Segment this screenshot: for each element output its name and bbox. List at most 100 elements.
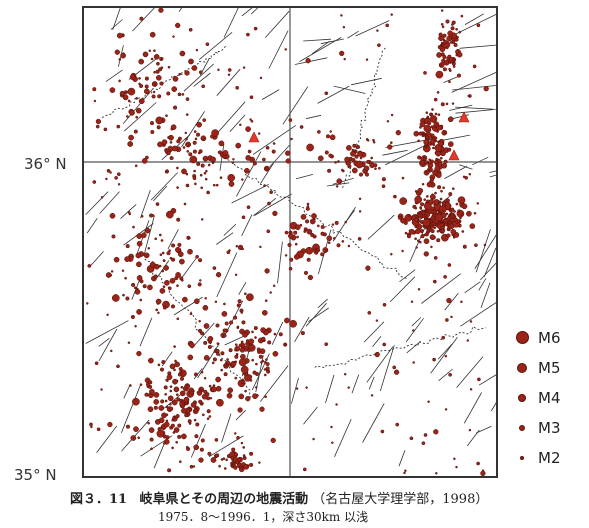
earthquake-epicenter bbox=[185, 113, 189, 116]
earthquake-epicenter bbox=[189, 390, 194, 395]
earthquake-epicenter bbox=[423, 238, 430, 245]
earthquake-epicenter bbox=[327, 241, 331, 245]
fault-segment bbox=[437, 343, 453, 360]
earthquake-epicenter bbox=[203, 340, 208, 345]
earthquake-epicenter bbox=[354, 154, 359, 159]
earthquake-epicenter bbox=[122, 293, 125, 297]
earthquake-epicenter bbox=[172, 378, 178, 385]
earthquake-epicenter bbox=[227, 387, 234, 394]
earthquake-epicenter bbox=[373, 163, 378, 168]
earthquake-epicenter bbox=[164, 279, 170, 286]
fault-segment bbox=[398, 450, 406, 467]
earthquake-epicenter bbox=[428, 225, 432, 229]
earthquake-epicenter bbox=[155, 202, 160, 206]
earthquake-epicenter bbox=[364, 172, 370, 177]
earthquake-epicenter bbox=[447, 263, 452, 267]
earthquake-epicenter bbox=[427, 400, 430, 403]
earthquake-epicenter bbox=[429, 115, 438, 123]
earthquake-epicenter bbox=[156, 125, 161, 130]
earthquake-epicenter bbox=[448, 192, 453, 197]
legend-label-m2: M2 bbox=[538, 449, 561, 467]
earthquake-epicenter bbox=[229, 451, 235, 458]
earthquake-epicenter bbox=[201, 413, 205, 417]
earthquake-epicenter bbox=[176, 284, 179, 288]
earthquake-epicenter bbox=[125, 244, 130, 249]
earthquake-epicenter bbox=[139, 16, 144, 21]
earthquake-epicenter bbox=[244, 167, 250, 174]
earthquake-epicenter bbox=[184, 131, 188, 135]
earthquake-epicenter bbox=[265, 366, 270, 371]
earthquake-epicenter bbox=[133, 426, 139, 432]
earthquake-epicenter bbox=[263, 184, 266, 188]
earthquake-epicenter bbox=[451, 187, 455, 191]
earthquake-epicenter bbox=[203, 323, 210, 329]
earthquake-epicenter bbox=[288, 266, 293, 271]
earthquake-epicenter bbox=[109, 171, 112, 174]
fault-segment bbox=[123, 385, 131, 399]
earthquake-epicenter bbox=[440, 102, 445, 107]
earthquake-epicenter bbox=[449, 213, 453, 216]
earthquake-epicenter bbox=[287, 242, 292, 248]
fault-segment bbox=[268, 30, 289, 69]
fault-segment bbox=[399, 269, 416, 283]
earthquake-epicenter bbox=[249, 95, 254, 100]
earthquake-epicenter bbox=[103, 127, 108, 132]
earthquake-epicenter bbox=[413, 130, 420, 137]
earthquake-epicenter bbox=[114, 49, 120, 55]
earthquake-epicenter bbox=[455, 202, 459, 206]
earthquake-epicenter bbox=[206, 190, 210, 195]
earthquake-epicenter bbox=[194, 137, 198, 141]
earthquake-epicenter bbox=[149, 437, 154, 442]
fault-segment bbox=[295, 174, 314, 180]
fault-segment bbox=[438, 368, 453, 382]
earthquake-epicenter bbox=[237, 407, 243, 413]
earthquake-epicenter bbox=[429, 223, 433, 227]
earthquake-epicenter bbox=[200, 370, 204, 374]
fault-segment bbox=[332, 206, 356, 242]
earthquake-epicenter bbox=[113, 256, 120, 263]
fault-segment bbox=[143, 215, 155, 257]
earthquake-epicenter bbox=[175, 414, 180, 419]
earthquake-epicenter bbox=[306, 228, 313, 235]
earthquake-epicenter bbox=[219, 358, 223, 362]
earthquake-epicenter bbox=[399, 197, 408, 205]
earthquake-epicenter bbox=[393, 369, 400, 375]
earthquake-epicenter bbox=[451, 58, 455, 62]
earthquake-epicenter bbox=[451, 20, 456, 25]
earthquake-epicenter bbox=[390, 113, 394, 117]
earthquake-epicenter bbox=[448, 372, 452, 377]
earthquake-epicenter bbox=[192, 149, 197, 154]
earthquake-epicenter bbox=[135, 252, 142, 259]
earthquake-epicenter bbox=[95, 118, 102, 125]
earthquake-epicenter bbox=[222, 333, 227, 338]
earthquake-epicenter bbox=[326, 235, 333, 242]
earthquake-epicenter bbox=[110, 349, 113, 353]
earthquake-epicenter bbox=[125, 296, 130, 301]
earthquake-epicenter bbox=[440, 42, 444, 46]
earthquake-epicenter bbox=[378, 166, 381, 170]
earthquake-epicenter bbox=[367, 310, 372, 315]
earthquake-epicenter bbox=[238, 393, 245, 400]
earthquake-epicenter bbox=[439, 222, 444, 227]
earthquake-epicenter bbox=[370, 394, 374, 397]
earthquake-epicenter bbox=[185, 137, 188, 141]
earthquake-epicenter bbox=[418, 131, 423, 136]
fault-segment bbox=[216, 101, 246, 135]
earthquake-epicenter bbox=[460, 14, 464, 18]
earthquake-epicenter bbox=[179, 50, 186, 57]
earthquake-epicenter bbox=[148, 384, 153, 389]
earthquake-epicenter bbox=[382, 302, 387, 307]
fault-segment bbox=[221, 413, 232, 443]
earthquake-epicenter bbox=[284, 317, 290, 324]
earthquake-epicenter bbox=[185, 383, 189, 387]
earthquake-epicenter bbox=[472, 64, 477, 69]
earthquake-epicenter bbox=[215, 323, 220, 328]
earthquake-epicenter bbox=[208, 415, 212, 418]
earthquake-epicenter bbox=[449, 41, 453, 44]
earthquake-epicenter bbox=[197, 282, 202, 287]
earthquake-epicenter bbox=[224, 364, 229, 369]
earthquake-epicenter bbox=[185, 445, 189, 449]
fault-segment bbox=[325, 374, 335, 404]
earthquake-epicenter bbox=[193, 130, 197, 133]
earthquake-epicenter bbox=[441, 25, 445, 29]
